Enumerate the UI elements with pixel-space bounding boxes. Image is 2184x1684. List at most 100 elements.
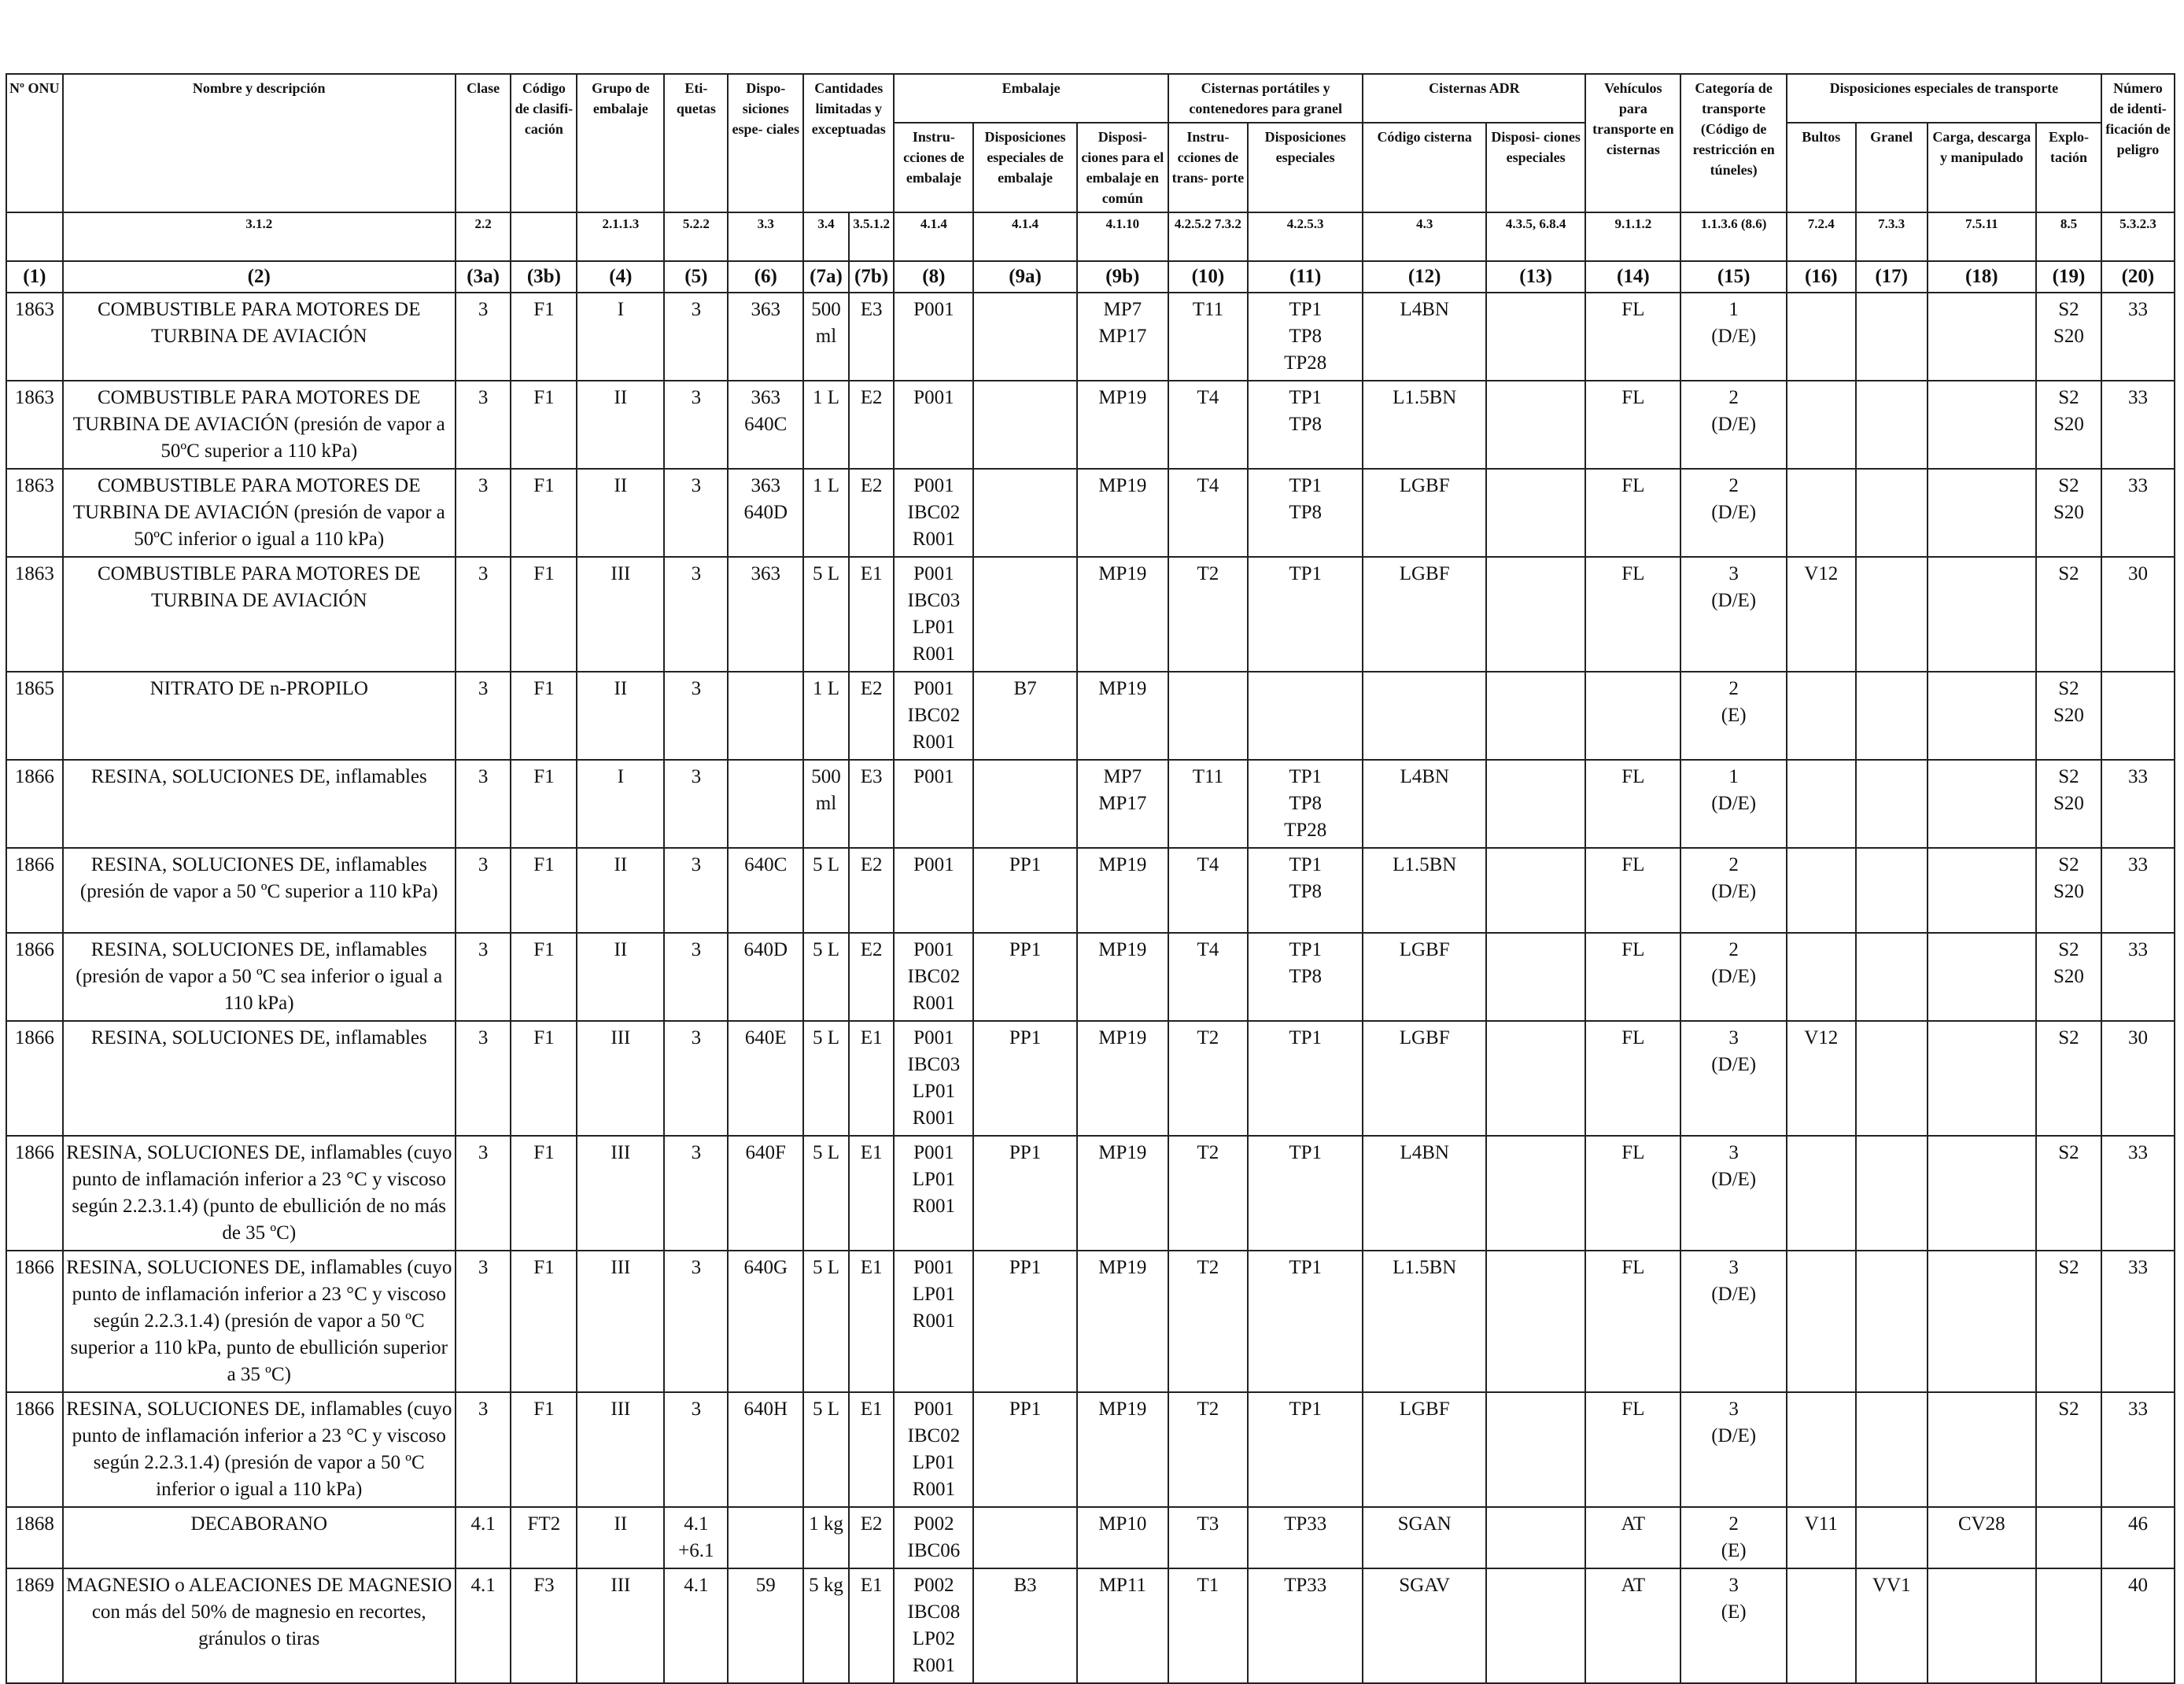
cell-line: TP1 xyxy=(1289,1398,1322,1420)
cell-onu: 1866 xyxy=(6,1020,64,1137)
column-number: (9b) xyxy=(1075,260,1169,293)
cell-c7b: E2 xyxy=(847,380,895,470)
column-number: (3a) xyxy=(454,260,512,293)
cell-c12: LGBF xyxy=(1362,1020,1487,1137)
table-row: 1865 NITRATO DE n-PROPILO 3 F1 II 3 1 L E2 P001 I… xyxy=(6,671,2176,761)
cell-c7b: E2 xyxy=(847,932,895,1022)
ref-20: 5.3.2.3 xyxy=(2100,212,2176,262)
cell-c15: 2 (D/E) xyxy=(1680,847,1787,934)
cell-line: P001 xyxy=(913,475,954,496)
cell-line: R001 xyxy=(912,993,955,1014)
cell-line: TP8 xyxy=(1289,881,1322,902)
cell-c9b: MP19 xyxy=(1075,671,1169,761)
cell-clase: 3 xyxy=(454,468,512,558)
cell-c10 xyxy=(1167,671,1249,761)
cell-c13 xyxy=(1485,468,1587,558)
cell-c18 xyxy=(1926,759,2038,849)
cell-c17 xyxy=(1854,1391,1928,1508)
cell-c7b: E2 xyxy=(847,847,895,934)
cell-c20 xyxy=(2100,671,2176,761)
cell-c18 xyxy=(1926,292,2038,381)
cell-c17 xyxy=(1854,1506,1928,1569)
header-clase: Clase xyxy=(454,73,512,213)
cell-c12 xyxy=(1362,671,1487,761)
ref-15: 1.1.3.6 (8.6) xyxy=(1680,212,1787,262)
cell-c8: P001 LP01 R001 xyxy=(893,1135,975,1251)
header-vehiculos: Vehículos para transporte en cisternas xyxy=(1585,73,1682,213)
cell-line: TP1 xyxy=(1289,766,1322,787)
cell-c9a xyxy=(972,380,1078,470)
cell-c18 xyxy=(1926,556,2038,672)
cell-c10: T2 xyxy=(1167,1391,1249,1508)
cell-c16: V12 xyxy=(1785,556,1857,672)
cell-clase: 3 xyxy=(454,1391,512,1508)
cell-line: TP28 xyxy=(1284,352,1327,374)
dangerous-goods-table: Nº ONU Nombre y descripción Clase Código… xyxy=(6,73,2176,1684)
cell-line: TP8 xyxy=(1289,793,1322,814)
cell-c15: 3 (D/E) xyxy=(1680,1250,1787,1393)
cell-c19: S2 S20 xyxy=(2035,292,2102,381)
cell-line: TP33 xyxy=(1284,1513,1327,1535)
cell-name: RESINA, SOLUCIONES DE, inflamables (cuyo… xyxy=(61,1391,456,1508)
cell-disp xyxy=(727,1506,805,1569)
cell-line: S2 xyxy=(2058,299,2079,320)
cell-line: MP19 xyxy=(1098,563,1147,584)
cell-etiq: 3 xyxy=(663,1020,729,1137)
cell-c13 xyxy=(1485,1135,1587,1251)
cell-line: (D/E) xyxy=(1711,1284,1757,1305)
cell-c16 xyxy=(1785,468,1857,558)
cell-line: TP8 xyxy=(1289,966,1322,987)
cell-c9a xyxy=(972,556,1078,672)
cell-c13 xyxy=(1485,1391,1587,1508)
cell-c12: LGBF xyxy=(1362,1391,1487,1508)
cell-c14: FL xyxy=(1585,380,1682,470)
cell-c19: S2 S20 xyxy=(2035,380,2102,470)
cell-line: 2 xyxy=(1728,939,1739,960)
cell-c19: S2 xyxy=(2035,1135,2102,1251)
cell-c11: TP1 TP8 TP28 xyxy=(1246,292,1364,381)
cell-c9a xyxy=(972,759,1078,849)
cell-c8: P002 IBC06 xyxy=(893,1506,975,1569)
cell-line: TP1 xyxy=(1289,299,1322,320)
header-cist-instr: Instru- cciones de trans- porte xyxy=(1167,122,1249,213)
cell-c16 xyxy=(1785,292,1857,381)
cell-etiq: 4.1 xyxy=(663,1568,729,1684)
cell-c7a: 1 L xyxy=(802,380,850,470)
cell-line: (D/E) xyxy=(1711,502,1757,523)
cell-line: P001 xyxy=(913,939,954,960)
cell-line: TP1 xyxy=(1289,563,1322,584)
cell-c19: S2 S20 xyxy=(2035,468,2102,558)
cell-c10: T2 xyxy=(1167,556,1249,672)
cell-clase: 3 xyxy=(454,1250,512,1393)
cell-line: P001 xyxy=(913,1142,954,1163)
ref-grupo: 2.1.1.3 xyxy=(576,212,666,262)
ref-16: 7.2.4 xyxy=(1785,212,1857,262)
cell-c10: T3 xyxy=(1167,1506,1249,1569)
cell-line: MP19 xyxy=(1098,1027,1147,1048)
cell-c20: 33 xyxy=(2100,759,2176,849)
cell-c15: 3 (D/E) xyxy=(1680,1391,1787,1508)
cell-etiq: 3 xyxy=(663,468,729,558)
cell-c17 xyxy=(1854,759,1928,849)
cell-line: (D/E) xyxy=(1711,414,1757,435)
cell-line: MP19 xyxy=(1098,678,1147,699)
ref-7a: 3.4 xyxy=(802,212,850,262)
cell-c7a: 5 kg xyxy=(802,1568,850,1684)
cell-c10: T2 xyxy=(1167,1135,1249,1251)
header-cisternas-portatiles: Cisternas portátiles y contenedores para… xyxy=(1167,73,1364,123)
header-grupo: Grupo de embalaje xyxy=(576,73,666,213)
cell-etiq: 3 xyxy=(663,932,729,1022)
cell-c18 xyxy=(1926,847,2038,934)
cell-c17 xyxy=(1854,1135,1928,1251)
column-number: (17) xyxy=(1854,260,1928,293)
cell-line: MP19 xyxy=(1098,854,1147,875)
cell-c7b: E3 xyxy=(847,292,895,381)
cell-c14: FL xyxy=(1585,1391,1682,1508)
cell-c7b: E2 xyxy=(847,1506,895,1569)
column-number: (3b) xyxy=(510,260,578,293)
cell-line: R001 xyxy=(912,1655,955,1676)
cell-c11: TP1 TP8 xyxy=(1246,847,1364,934)
cell-c12: L1.5BN xyxy=(1362,1250,1487,1393)
cell-onu: 1865 xyxy=(6,671,64,761)
cell-line: MP19 xyxy=(1098,1142,1147,1163)
